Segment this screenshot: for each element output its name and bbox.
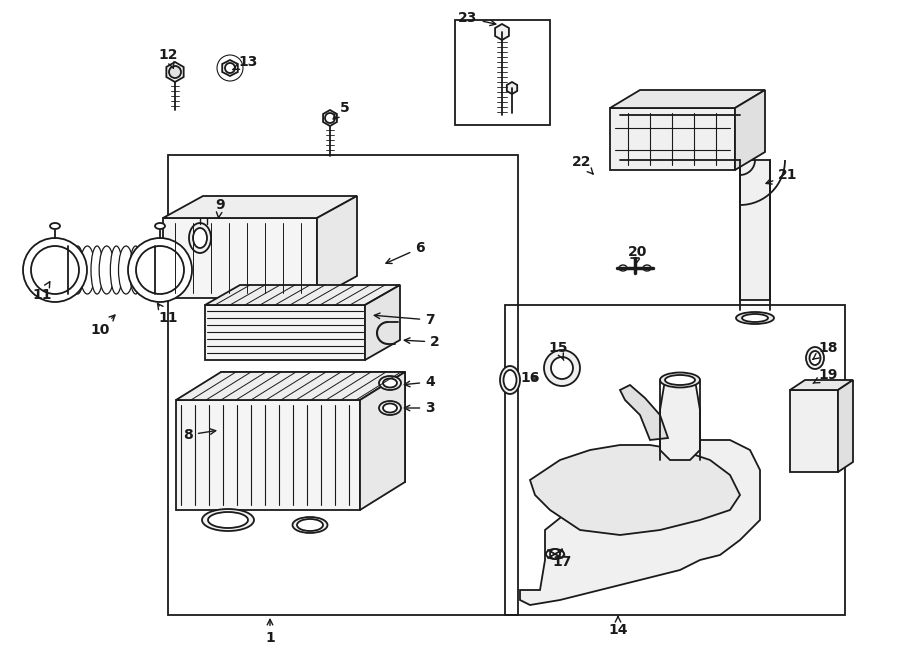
- Polygon shape: [317, 196, 357, 298]
- Ellipse shape: [643, 265, 651, 271]
- Circle shape: [551, 357, 573, 379]
- Ellipse shape: [379, 376, 401, 390]
- Polygon shape: [610, 90, 765, 108]
- Text: 17: 17: [553, 549, 572, 569]
- Ellipse shape: [72, 246, 84, 294]
- Polygon shape: [507, 82, 517, 94]
- Ellipse shape: [500, 366, 520, 394]
- Circle shape: [325, 113, 335, 123]
- Ellipse shape: [383, 403, 397, 412]
- Text: 22: 22: [572, 155, 593, 174]
- Bar: [505, 305, 845, 615]
- Ellipse shape: [202, 509, 254, 531]
- Ellipse shape: [60, 246, 76, 294]
- Ellipse shape: [809, 351, 821, 365]
- Text: 21: 21: [766, 168, 797, 184]
- Text: 4: 4: [404, 375, 435, 389]
- Ellipse shape: [619, 265, 627, 271]
- Polygon shape: [735, 90, 765, 170]
- Ellipse shape: [665, 375, 695, 385]
- Text: 8: 8: [183, 428, 216, 442]
- Polygon shape: [205, 285, 400, 305]
- Polygon shape: [163, 196, 357, 218]
- Text: 5: 5: [333, 101, 350, 119]
- Ellipse shape: [297, 519, 323, 531]
- Polygon shape: [205, 305, 365, 360]
- Text: 10: 10: [90, 315, 115, 337]
- Polygon shape: [222, 60, 238, 76]
- Bar: [168, 155, 518, 615]
- Ellipse shape: [138, 246, 153, 294]
- Polygon shape: [163, 218, 317, 298]
- Polygon shape: [365, 285, 400, 360]
- Ellipse shape: [546, 549, 564, 559]
- Ellipse shape: [149, 246, 161, 294]
- Text: 12: 12: [158, 48, 178, 68]
- Polygon shape: [323, 110, 337, 126]
- Ellipse shape: [806, 347, 824, 369]
- Ellipse shape: [503, 370, 517, 390]
- Circle shape: [136, 246, 184, 294]
- Circle shape: [225, 63, 235, 73]
- Ellipse shape: [91, 246, 103, 294]
- Polygon shape: [620, 385, 668, 440]
- Text: 19: 19: [813, 368, 838, 383]
- Text: 3: 3: [404, 401, 435, 415]
- Polygon shape: [838, 380, 853, 472]
- Text: 23: 23: [458, 11, 496, 26]
- Bar: [790, 390, 838, 472]
- Circle shape: [544, 350, 580, 386]
- Circle shape: [550, 549, 560, 559]
- Polygon shape: [530, 445, 740, 535]
- Ellipse shape: [383, 379, 397, 387]
- Circle shape: [31, 246, 79, 294]
- Text: 1: 1: [266, 619, 274, 645]
- Text: 13: 13: [233, 55, 257, 69]
- Polygon shape: [176, 372, 405, 400]
- Ellipse shape: [99, 246, 114, 294]
- Text: 16: 16: [520, 371, 540, 385]
- Text: 7: 7: [374, 313, 435, 327]
- Polygon shape: [660, 380, 700, 460]
- Polygon shape: [790, 380, 853, 390]
- Ellipse shape: [660, 373, 700, 387]
- Text: 18: 18: [813, 341, 838, 360]
- Text: 2: 2: [404, 335, 440, 349]
- Ellipse shape: [736, 312, 774, 324]
- Ellipse shape: [193, 228, 207, 248]
- Polygon shape: [610, 108, 735, 170]
- Ellipse shape: [50, 223, 60, 229]
- Text: 11: 11: [32, 282, 52, 302]
- Circle shape: [169, 66, 181, 78]
- Ellipse shape: [111, 246, 122, 294]
- Polygon shape: [360, 372, 405, 510]
- Ellipse shape: [130, 246, 141, 294]
- Ellipse shape: [155, 223, 165, 229]
- Ellipse shape: [80, 246, 94, 294]
- Circle shape: [128, 238, 192, 302]
- Text: 9: 9: [215, 198, 225, 218]
- Ellipse shape: [189, 223, 211, 253]
- Bar: [455, 20, 550, 125]
- Ellipse shape: [119, 246, 133, 294]
- Polygon shape: [520, 440, 760, 605]
- Ellipse shape: [742, 314, 768, 322]
- Circle shape: [23, 238, 87, 302]
- Text: 20: 20: [628, 245, 648, 264]
- Text: 14: 14: [608, 617, 628, 637]
- Polygon shape: [495, 24, 508, 40]
- Polygon shape: [740, 160, 770, 300]
- Text: 6: 6: [386, 241, 425, 264]
- Polygon shape: [221, 372, 405, 482]
- Text: 15: 15: [548, 341, 568, 360]
- Ellipse shape: [292, 517, 328, 533]
- Ellipse shape: [208, 512, 248, 528]
- Text: 11: 11: [158, 303, 178, 325]
- Ellipse shape: [379, 401, 401, 415]
- Polygon shape: [176, 400, 360, 510]
- Polygon shape: [166, 62, 184, 82]
